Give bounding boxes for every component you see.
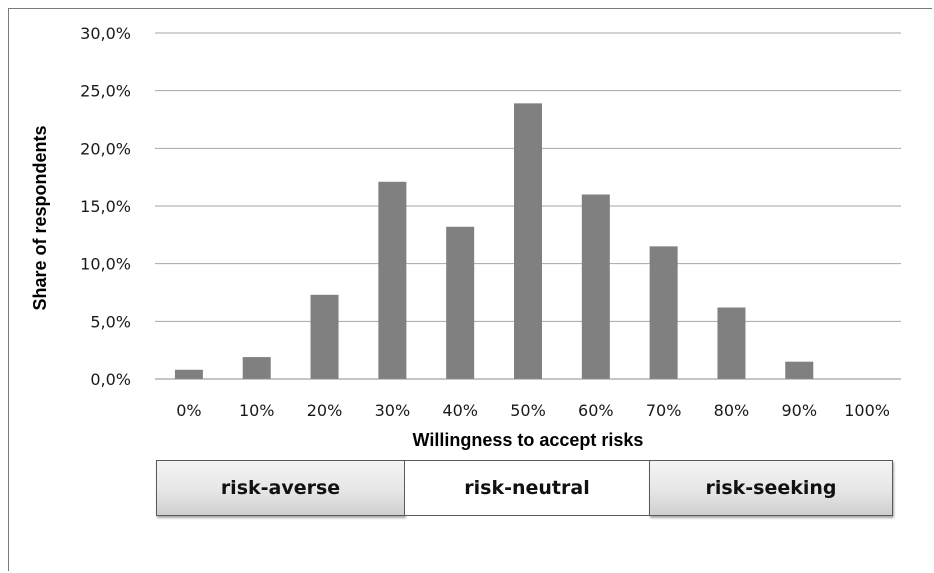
x-tick-label: 100%	[844, 401, 890, 420]
bar-30pct	[378, 181, 407, 379]
bar-40pct	[446, 226, 475, 379]
bar-90pct	[785, 361, 814, 379]
x-tick-label: 70%	[646, 401, 682, 420]
x-tick-label: 80%	[714, 401, 750, 420]
y-tick-label: 20,0%	[80, 139, 131, 158]
x-tick-label: 90%	[781, 401, 817, 420]
y-tick-label: 0,0%	[90, 370, 131, 389]
x-tick-label: 60%	[578, 401, 614, 420]
bar-80pct	[717, 307, 746, 379]
bar-10pct	[242, 357, 271, 379]
band-risk-neutral: risk-neutral	[405, 460, 649, 516]
x-tick-labels: 0% 10% 20% 30% 40% 50% 60% 70% 80% 90% 100%	[176, 401, 890, 420]
x-axis-title: Willingness to accept risks	[413, 430, 644, 450]
y-axis-title: Share of respondents	[30, 125, 50, 310]
y-tick-label: 15,0%	[80, 197, 131, 216]
x-tick-label: 40%	[442, 401, 478, 420]
y-tick-labels: 0,0% 5,0% 10,0% 15,0% 20,0% 25,0% 30,0%	[80, 24, 131, 389]
x-tick-label: 0%	[176, 401, 201, 420]
bar-50pct	[514, 103, 542, 379]
y-tick-label: 30,0%	[80, 24, 131, 43]
bar-70pct	[649, 246, 678, 379]
bar-20pct	[310, 294, 339, 379]
band-risk-averse: risk-averse	[156, 460, 405, 516]
bar-60pct	[581, 194, 610, 379]
x-tick-label: 30%	[375, 401, 411, 420]
x-tick-label: 20%	[307, 401, 343, 420]
x-tick-label: 50%	[510, 401, 546, 420]
bars	[174, 103, 814, 379]
y-tick-label: 25,0%	[80, 82, 131, 101]
y-tick-label: 10,0%	[80, 255, 131, 274]
y-tick-label: 5,0%	[90, 312, 131, 331]
chart-frame	[8, 8, 932, 571]
x-tick-label: 10%	[239, 401, 275, 420]
bar-0pct	[174, 369, 203, 379]
band-risk-seeking: risk-seeking	[649, 460, 893, 516]
